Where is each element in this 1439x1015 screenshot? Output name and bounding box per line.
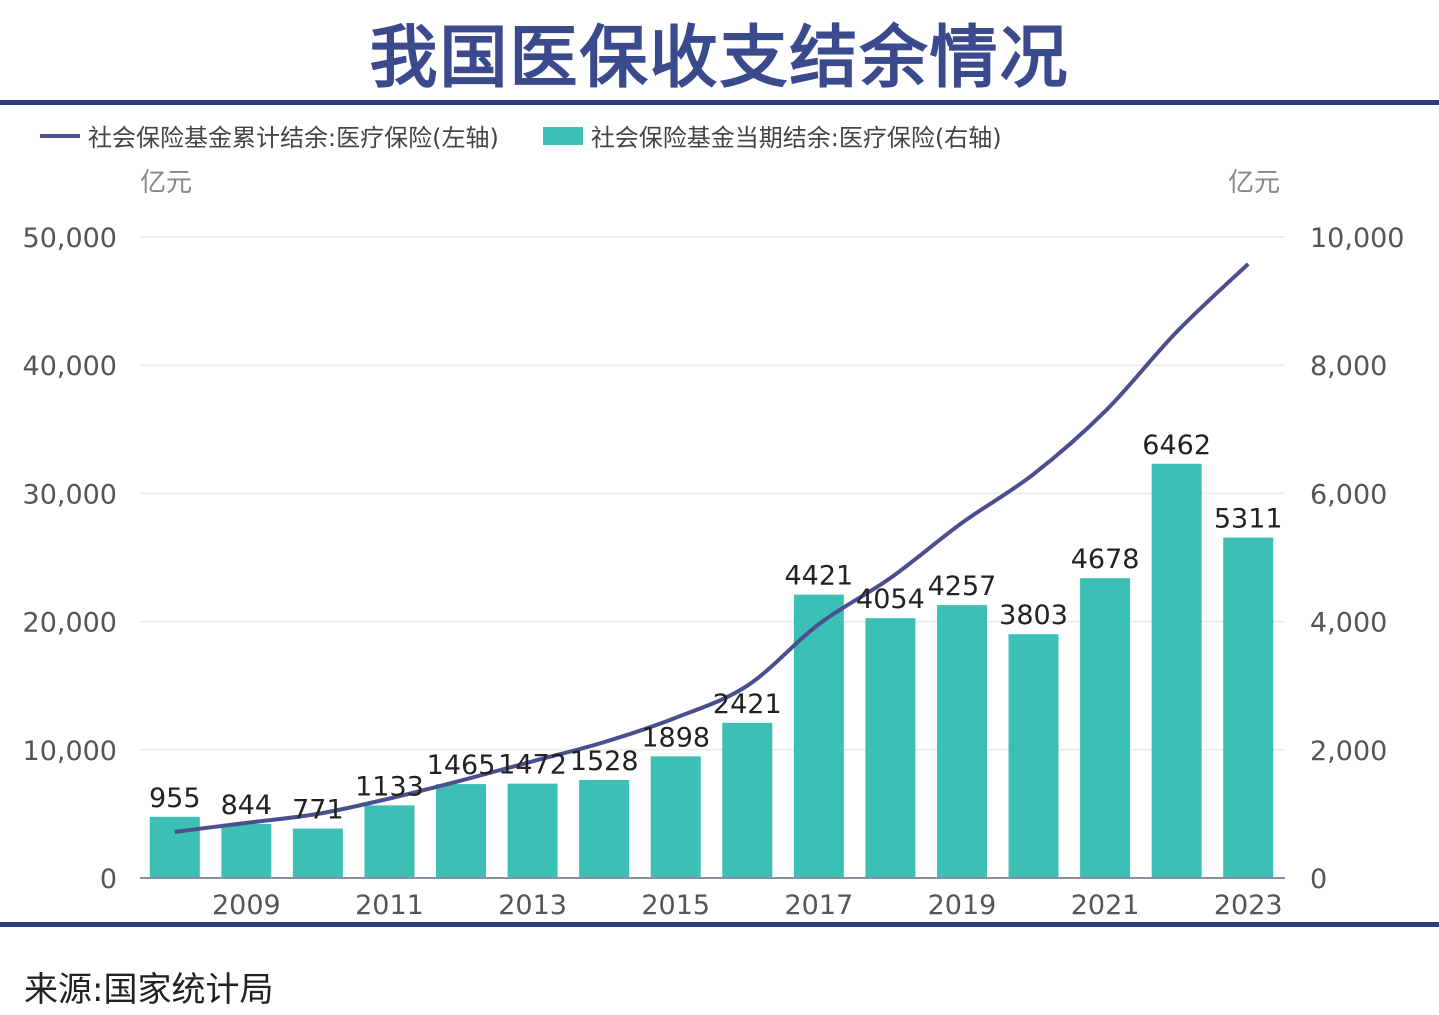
bar-2015 xyxy=(650,756,701,878)
bar-2018 xyxy=(865,618,916,878)
chart-title: 我国医保收支结余情况 xyxy=(369,19,1070,98)
bar-2021 xyxy=(1080,578,1131,878)
bar-2013 xyxy=(507,783,558,878)
x-tick-label: 2023 xyxy=(1214,890,1283,921)
source-note: 来源:国家统计局 xyxy=(24,970,274,1010)
bar-data-label: 1898 xyxy=(641,722,710,753)
bar-data-label: 4678 xyxy=(1071,544,1140,575)
bar-data-label: 844 xyxy=(221,790,273,821)
bar-data-label: 5311 xyxy=(1214,504,1283,535)
left-tick-label: 30,000 xyxy=(23,479,117,510)
left-tick-label: 10,000 xyxy=(23,736,117,767)
legend: 社会保险基金累计结余:医疗保险(左轴) 社会保险基金当期结余:医疗保险(右轴) xyxy=(40,118,1046,153)
line-swatch-icon xyxy=(40,133,80,138)
bar-2010 xyxy=(292,828,343,878)
bar-data-label: 4054 xyxy=(856,584,925,615)
bar-2014 xyxy=(579,780,630,878)
bar-2019 xyxy=(936,605,987,878)
bar-2009 xyxy=(221,823,272,878)
x-tick-label: 2019 xyxy=(928,890,997,921)
bar-2017 xyxy=(793,594,844,878)
bar-data-label: 1472 xyxy=(498,750,567,781)
legend-label-line: 社会保险基金累计结余:医疗保险(左轴) xyxy=(88,124,499,152)
left-tick-label: 0 xyxy=(100,864,117,895)
x-tick-label: 2015 xyxy=(641,890,710,921)
left-axis-unit: 亿元 xyxy=(140,168,193,198)
x-tick-label: 2009 xyxy=(212,890,281,921)
bar-swatch-icon xyxy=(542,126,583,145)
title-rule xyxy=(0,100,1439,105)
bar-2011 xyxy=(364,805,415,878)
x-tick-label: 2017 xyxy=(784,890,853,921)
bar-data-label: 1133 xyxy=(355,771,424,802)
bar-2008 xyxy=(149,816,200,878)
right-tick-label: 6,000 xyxy=(1310,479,1387,510)
x-tick-label: 2013 xyxy=(498,890,567,921)
bar-data-label: 2421 xyxy=(713,689,782,720)
left-tick-label: 40,000 xyxy=(23,351,117,382)
bar-data-label: 4257 xyxy=(928,571,997,602)
bottom-rule xyxy=(0,922,1439,927)
cumulative-balance-line xyxy=(174,262,1250,834)
bar-2023 xyxy=(1223,537,1274,878)
x-tick-label: 2011 xyxy=(355,890,424,921)
right-tick-label: 2,000 xyxy=(1310,736,1387,767)
x-tick-label: 2021 xyxy=(1071,890,1140,921)
bar-2022 xyxy=(1151,463,1202,878)
legend-item-line: 社会保险基金累计结余:医疗保险(左轴) xyxy=(40,118,499,153)
bar-2012 xyxy=(436,784,487,878)
bar-2020 xyxy=(1008,634,1059,878)
bar-data-label: 955 xyxy=(149,783,201,814)
legend-item-bar: 社会保险基金当期结余:医疗保险(右轴) xyxy=(542,118,1002,153)
bar-data-label: 4421 xyxy=(784,561,853,592)
bar-data-label: 6462 xyxy=(1142,430,1211,461)
right-tick-label: 8,000 xyxy=(1310,351,1387,382)
right-axis-unit: 亿元 xyxy=(1228,168,1281,198)
legend-label-bar: 社会保险基金当期结余:医疗保险(右轴) xyxy=(590,124,1002,152)
left-tick-label: 50,000 xyxy=(23,223,117,254)
left-tick-label: 20,000 xyxy=(23,608,117,639)
right-tick-label: 4,000 xyxy=(1310,608,1387,639)
right-tick-label: 10,000 xyxy=(1310,223,1404,254)
bar-data-label: 3803 xyxy=(999,600,1068,631)
bar-2016 xyxy=(722,722,773,878)
right-tick-label: 0 xyxy=(1310,864,1327,895)
bar-data-label: 1465 xyxy=(427,750,496,781)
bar-data-label: 771 xyxy=(292,795,344,826)
bar-data-label: 1528 xyxy=(570,746,639,777)
